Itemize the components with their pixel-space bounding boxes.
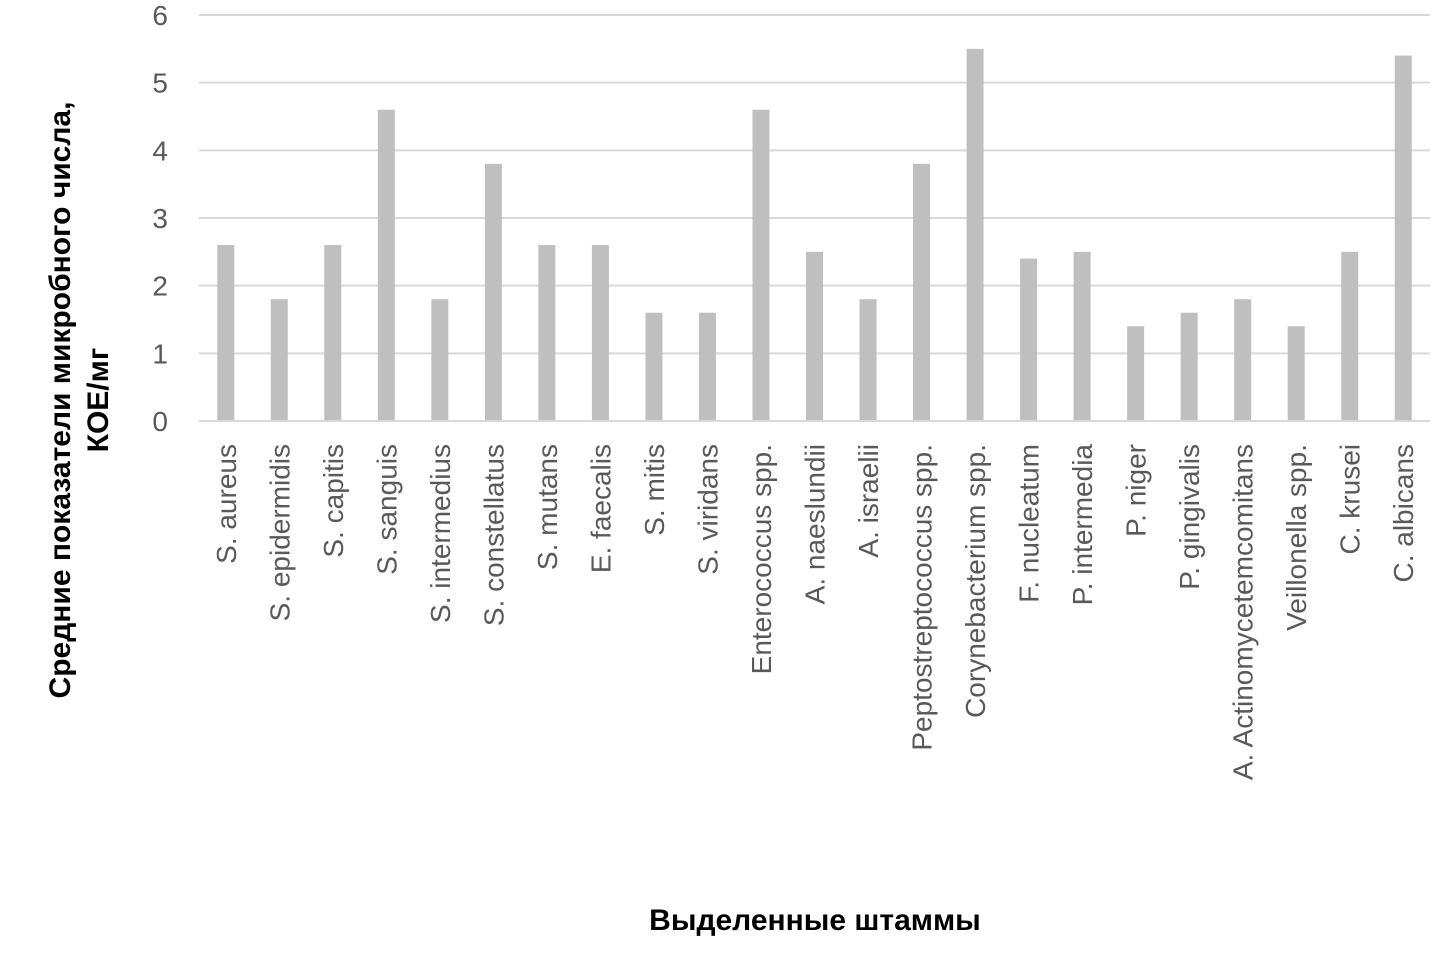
y-tick-label-6: 6 <box>152 0 168 31</box>
x-tick-label-s-mutans: S. mutans <box>532 444 563 570</box>
gridlines <box>199 14 1430 355</box>
x-tick-label-s-intermedius: S. intermedius <box>425 444 456 623</box>
bar-f-nucleatum <box>1020 258 1038 421</box>
y-tick-label-3: 3 <box>152 203 168 234</box>
bar-s-intermedius <box>431 299 449 421</box>
bar-s-epidermidis <box>270 299 288 421</box>
bar-corynebacterium-spp <box>966 48 984 421</box>
x-tick-label-a-israelii: A. israelii <box>853 444 884 558</box>
x-tick-label-p-gingivalis: P. gingivalis <box>1174 444 1205 590</box>
x-tick-label-s-capitis: S. capitis <box>318 444 349 558</box>
x-tick-labels: S. aureus S. epidermidis S. capitis S. sang… <box>211 444 1419 781</box>
bar-c-albicans <box>1394 55 1412 421</box>
x-tick-label-p-intermedia: P. intermedia <box>1067 444 1098 606</box>
y-tick-label-4: 4 <box>152 135 168 166</box>
bar-p-intermedia <box>1073 251 1091 421</box>
bar-s-constellatus <box>484 163 502 421</box>
x-tick-label-peptostreptococcus-spp: Peptostreptococcus spp. <box>907 444 938 751</box>
bar-s-capitis <box>324 245 342 421</box>
bar-a-naeslundii <box>806 251 823 421</box>
x-tick-label-s-constellatus: S. constellatus <box>478 444 509 626</box>
y-axis-title: Средние показатели микробного числа, КОЕ/… <box>44 102 115 699</box>
bar-s-sanguis <box>377 109 395 421</box>
x-tick-label-p-niger: P. niger <box>1121 444 1152 537</box>
bar-e-faecalis <box>591 245 609 421</box>
x-tick-label-e-faecalis: E. faecalis <box>585 444 616 573</box>
x-tick-label-c-albicans: C. albicans <box>1388 444 1419 583</box>
x-tick-label-s-aureus: S. aureus <box>211 444 242 564</box>
y-tick-label-5: 5 <box>152 68 168 99</box>
x-tick-label-c-krusei: C. krusei <box>1335 444 1366 554</box>
bar-c-krusei <box>1341 251 1359 421</box>
y-tick-label-2: 2 <box>152 271 168 302</box>
x-tick-label-veillonella-spp: Veillonella spp. <box>1281 444 1312 631</box>
y-axis-title-line-1: Средние показатели микробного числа, <box>44 102 77 699</box>
x-tick-label-s-epidermidis: S. epidermidis <box>264 444 295 621</box>
x-tick-label-s-mitis: S. mitis <box>639 444 670 536</box>
bar-s-aureus <box>217 245 235 421</box>
bar-veillonella-spp <box>1287 326 1305 421</box>
bar-s-mutans <box>538 245 556 421</box>
bar-peptostreptococcus-spp <box>913 163 931 421</box>
bar-p-gingivalis <box>1180 312 1198 421</box>
y-tick-label-1: 1 <box>152 338 168 369</box>
x-tick-label-corynebacterium-spp: Corynebacterium spp. <box>960 444 991 718</box>
x-axis-title: Выделенные штаммы <box>649 904 981 937</box>
bars <box>217 48 1412 421</box>
x-tick-label-f-nucleatum: F. nucleatum <box>1014 444 1045 603</box>
x-tick-label-a-actinomycetemcomitans: A. Actinomycetemcomitans <box>1228 444 1259 780</box>
x-tick-label-a-naeslundii: A. naeslundii <box>800 444 831 604</box>
x-tick-label-s-viridans: S. viridans <box>692 444 723 575</box>
bar-s-viridans <box>698 312 716 421</box>
bar-enterococcus-spp <box>752 109 770 421</box>
x-tick-label-s-sanguis: S. sanguis <box>371 444 402 575</box>
y-tick-labels: 0 1 2 3 4 5 6 <box>152 0 168 437</box>
y-axis-title-line-2: КОЕ/мг <box>82 348 115 453</box>
bar-a-actinomycetemcomitans <box>1234 299 1252 421</box>
bar-a-israelii <box>859 299 877 421</box>
bar-p-niger <box>1127 326 1145 421</box>
x-tick-label-enterococcus-spp: Enterococcus spp. <box>746 444 777 674</box>
y-tick-label-0: 0 <box>152 406 168 437</box>
bar-s-mitis <box>645 312 663 421</box>
